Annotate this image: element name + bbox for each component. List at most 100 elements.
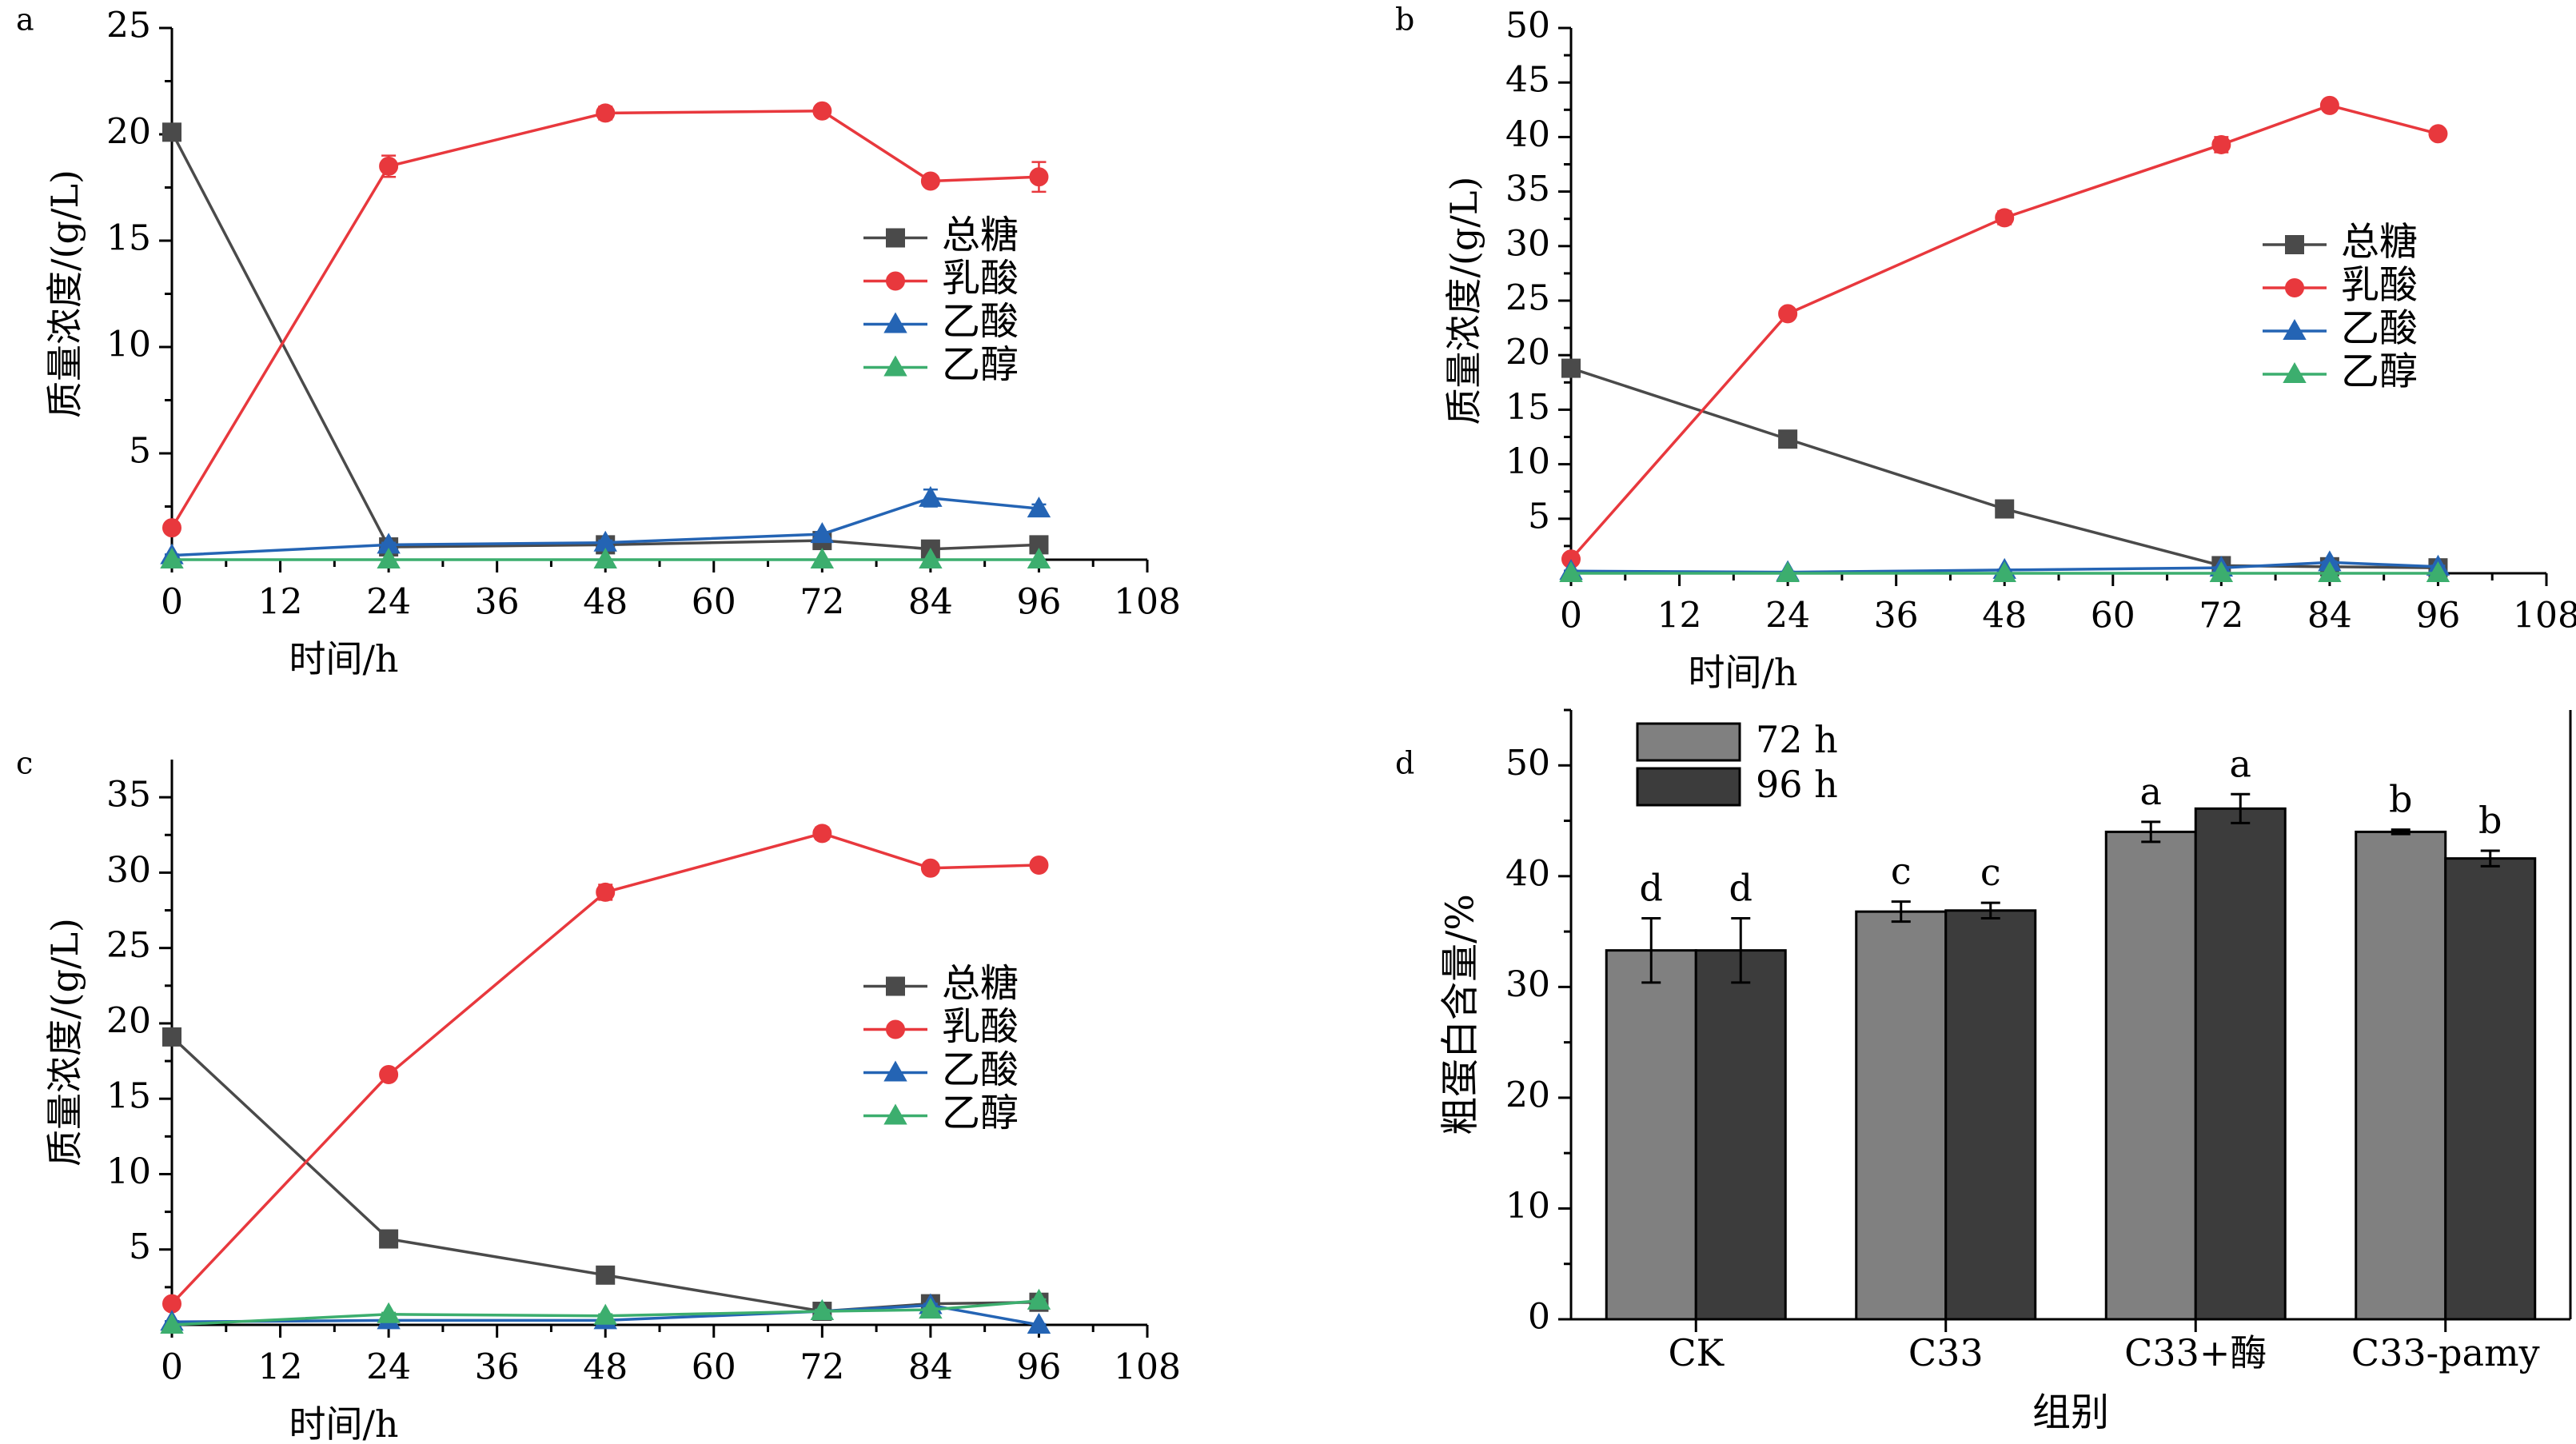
x-tick-label: 84 xyxy=(2307,596,2352,636)
chart-panel-a: a 0 12 24 36 48 60 72 84 96 108 5 10 15 20 25 时间/h 质量浓度/(… xyxy=(16,2,1181,681)
y-tick-label: 5 xyxy=(1528,496,1550,537)
significance-label: c xyxy=(1980,851,2001,894)
panel-label: a xyxy=(16,2,34,38)
data-point xyxy=(1778,304,1798,324)
x-tick-label: 36 xyxy=(1874,596,1919,636)
x-tick-label: 0 xyxy=(161,1347,183,1388)
x-axis-label: 时间/h xyxy=(289,637,398,680)
x-tick-label: 24 xyxy=(366,1347,411,1388)
x-tick-label: 12 xyxy=(1657,596,1702,636)
legend-swatch xyxy=(1636,722,1741,762)
series-line-1 xyxy=(170,832,1039,1305)
legend-label: 乙醇 xyxy=(2341,349,2418,394)
y-axis-label: 粗蛋白含量/% xyxy=(1438,894,1483,1135)
data-point xyxy=(1027,547,1051,568)
data-point xyxy=(1561,358,1581,378)
y-tick-label: 10 xyxy=(106,1151,151,1192)
x-tick-label: 84 xyxy=(908,1347,953,1388)
y-axis-label: 质量浓度/(g/L) xyxy=(1442,177,1485,425)
x-tick-label: 24 xyxy=(366,582,411,623)
legend-label: 乙醇 xyxy=(942,342,1019,387)
legend-marker xyxy=(883,312,907,333)
series-line-0 xyxy=(170,1035,1039,1313)
x-tick-label: CK xyxy=(1668,1331,1725,1374)
significance-label: b xyxy=(2478,799,2502,842)
x-tick-label: 60 xyxy=(692,1347,736,1388)
data-point xyxy=(596,103,616,123)
data-point xyxy=(1992,560,2016,582)
data-point xyxy=(160,547,184,568)
significance-label: d xyxy=(1729,866,1753,909)
series-line-1 xyxy=(170,109,1039,529)
legend-marker xyxy=(883,1060,907,1082)
y-tick-label: 10 xyxy=(1505,1186,1550,1227)
legend-label: 乳酸 xyxy=(942,256,1019,301)
data-point xyxy=(379,1229,399,1249)
x-tick-label: 72 xyxy=(800,582,844,623)
data-point xyxy=(162,518,181,538)
x-tick-label: 36 xyxy=(475,1347,520,1388)
x-tick-label: 60 xyxy=(692,582,736,623)
data-point xyxy=(1029,855,1049,875)
x-tick-label: 60 xyxy=(2091,596,2135,636)
data-point xyxy=(2426,560,2450,582)
data-point xyxy=(919,1298,943,1319)
legend-marker xyxy=(886,1019,905,1039)
series-line-2 xyxy=(171,497,1039,557)
series-line-1 xyxy=(1569,104,2438,560)
data-point xyxy=(810,522,835,544)
y-tick-label: 5 xyxy=(129,431,151,472)
chart-panel-b: b 0 12 24 36 48 60 72 84 96 108 5 10 15 20 25 30 35 40 45 50… xyxy=(1395,2,2576,695)
data-point xyxy=(596,882,616,902)
bar xyxy=(2355,830,2447,1321)
y-tick-label: 15 xyxy=(106,1076,151,1117)
data-point xyxy=(1027,1288,1051,1310)
x-axis-label: 组别 xyxy=(2032,1390,2109,1435)
y-tick-label: 0 xyxy=(1528,1297,1550,1338)
y-tick-label: 45 xyxy=(1505,60,1550,101)
data-point xyxy=(596,1265,616,1285)
x-axis-label: 时间/h xyxy=(1688,651,1797,694)
y-tick-label: 30 xyxy=(1505,223,1550,264)
data-point xyxy=(1027,1312,1051,1334)
legend-marker xyxy=(2283,318,2307,340)
data-point xyxy=(2211,134,2231,154)
x-tick-label: 0 xyxy=(161,582,183,623)
data-point xyxy=(919,547,943,568)
y-tick-label: 15 xyxy=(1505,387,1550,428)
significance-label: d xyxy=(1640,866,1663,909)
y-tick-label: 20 xyxy=(106,112,151,153)
data-point xyxy=(377,1302,401,1323)
legend-marker xyxy=(883,1103,907,1125)
y-tick-label: 10 xyxy=(106,325,151,365)
legend-label: 乳酸 xyxy=(942,1004,1019,1049)
x-tick-label: 48 xyxy=(583,582,628,623)
y-axis-label: 质量浓度/(g/L) xyxy=(43,170,86,418)
data-point xyxy=(2318,560,2342,582)
legend-swatch xyxy=(1636,767,1741,807)
y-tick-label: 25 xyxy=(106,925,151,966)
legend-label: 乙酸 xyxy=(2341,306,2418,351)
data-point xyxy=(1995,499,2015,519)
data-point xyxy=(812,101,832,121)
legend-marker xyxy=(886,271,905,291)
y-tick-label: 35 xyxy=(106,775,151,816)
legend-label: 乙酸 xyxy=(942,299,1019,344)
y-tick-label: 5 xyxy=(129,1227,151,1267)
significance-label: b xyxy=(2389,778,2412,821)
data-point xyxy=(162,122,181,142)
x-tick-label: 108 xyxy=(2513,596,2576,636)
y-tick-label: 20 xyxy=(1505,1075,1550,1115)
data-point xyxy=(379,1065,399,1085)
chart-panel-c: c 0 12 24 36 48 60 72 84 96 108 5 10 15 20 25 30 35 时间/h 质量… xyxy=(16,746,1181,1444)
legend-marker xyxy=(886,976,905,996)
legend-label: 总糖 xyxy=(2341,220,2418,265)
legend-label: 乳酸 xyxy=(2341,263,2418,308)
data-point xyxy=(2428,124,2448,144)
data-point xyxy=(593,547,617,568)
x-tick-label: C33 xyxy=(1908,1331,1984,1374)
y-tick-label: 50 xyxy=(1505,743,1550,784)
y-tick-label: 20 xyxy=(106,1000,151,1041)
legend-marker xyxy=(2283,361,2307,383)
